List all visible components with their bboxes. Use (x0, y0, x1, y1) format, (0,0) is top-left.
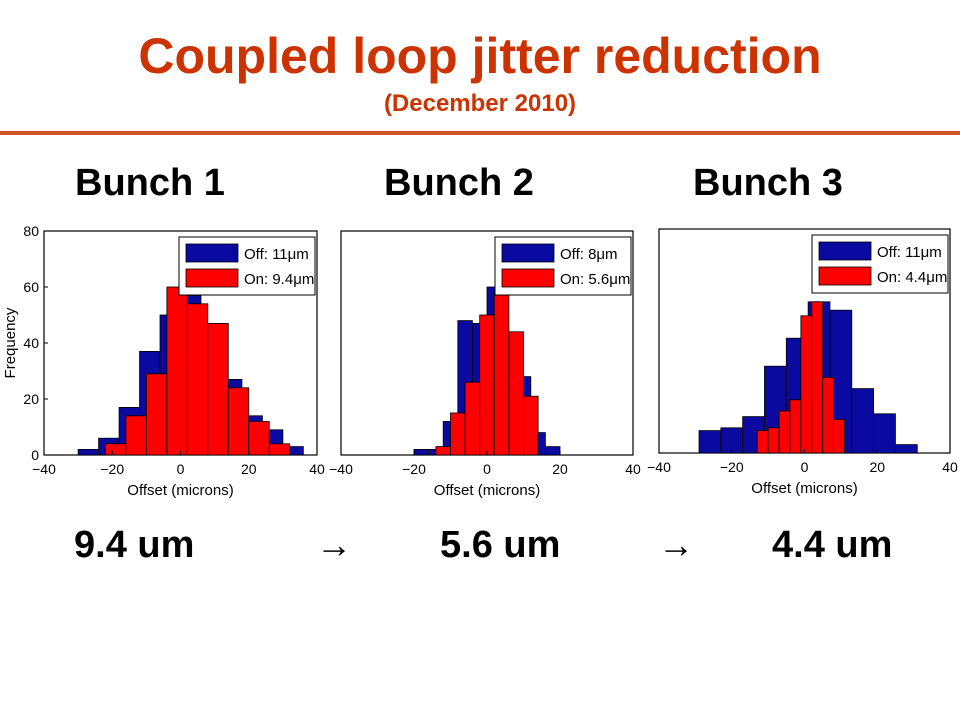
legend-entry: On: 4.4μm (877, 269, 947, 286)
x-tick-label: −20 (402, 461, 426, 477)
on-bar (822, 376, 835, 454)
x-tick-label: −40 (647, 459, 671, 475)
on-bar (493, 292, 510, 456)
y-tick-label: 0 (31, 447, 39, 463)
x-tick-label: 0 (177, 461, 185, 477)
x-axis-label: Offset (microns) (127, 482, 233, 499)
off-bar (698, 430, 722, 454)
on-bar (811, 301, 824, 454)
on-bar (756, 430, 769, 454)
x-axis-label: Offset (microns) (751, 480, 857, 497)
legend-entry: Off: 8μm (560, 246, 618, 263)
on-bar (227, 387, 250, 456)
y-axis-label: Frequency (2, 307, 19, 378)
on-bar (186, 303, 209, 456)
bunch-3-jitter: 4.4 um (772, 524, 893, 566)
x-tick-label: 20 (241, 461, 257, 477)
x-tick-label: 0 (483, 461, 491, 477)
legend-entry: On: 9.4μm (244, 271, 314, 288)
on-bar (778, 410, 791, 454)
on-bar (268, 443, 291, 456)
legend-entry: Off: 11μm (877, 244, 942, 261)
on-bar (248, 420, 270, 456)
on-bar (450, 412, 466, 456)
y-tick-label: 80 (23, 223, 39, 239)
legend-swatch (501, 268, 555, 288)
on-bar (508, 331, 524, 456)
on-bar (767, 427, 780, 454)
title-divider (0, 131, 960, 135)
on-bar (523, 395, 539, 456)
bunch-2-jitter: 5.6 um (440, 524, 561, 566)
x-tick-label: 20 (552, 461, 568, 477)
x-tick-label: −40 (329, 461, 353, 477)
slide-subtitle: (December 2010) (383, 90, 577, 117)
on-bar (207, 322, 229, 456)
x-tick-label: 40 (625, 461, 641, 477)
on-bar (166, 286, 188, 456)
on-bar (800, 315, 813, 454)
off-bar (545, 446, 561, 456)
x-tick-label: −40 (32, 461, 56, 477)
legend-swatch (501, 243, 555, 263)
x-tick-label: 40 (309, 461, 325, 477)
x-tick-label: 0 (801, 459, 809, 475)
bunch-1-label: Bunch 1 (75, 162, 225, 204)
y-tick-label: 40 (23, 335, 39, 351)
on-bar (435, 446, 451, 456)
on-bar (145, 373, 168, 456)
on-bar (464, 381, 481, 456)
off-bar (873, 413, 896, 454)
on-bar (105, 443, 127, 456)
x-tick-label: 40 (942, 459, 958, 475)
on-bar (125, 415, 147, 456)
off-bar (851, 388, 875, 454)
bunch-3-label: Bunch 3 (693, 162, 843, 204)
arrow-icon: → (658, 524, 694, 565)
x-tick-label: −20 (720, 459, 744, 475)
bunch-1-jitter: 9.4 um (74, 524, 195, 566)
off-bar (413, 448, 430, 456)
legend-swatch (185, 268, 239, 288)
y-tick-label: 20 (23, 391, 39, 407)
legend-entry: Off: 11μm (244, 246, 309, 263)
x-tick-label: −20 (100, 461, 124, 477)
off-bar (77, 448, 100, 456)
legend-swatch (818, 241, 872, 261)
on-bar (479, 314, 495, 456)
on-bar (789, 399, 802, 454)
on-bar (833, 418, 845, 454)
legend-entry: On: 5.6μm (560, 271, 630, 288)
legend-swatch (818, 266, 872, 286)
arrow-icon: → (316, 524, 352, 565)
y-tick-label: 60 (23, 279, 39, 295)
off-bar (895, 444, 918, 454)
x-tick-label: 20 (869, 459, 885, 475)
legend-swatch (185, 243, 239, 263)
slide-title: Coupled loop jitter reduction (138, 28, 822, 84)
bunch-2-label: Bunch 2 (384, 162, 534, 204)
x-axis-label: Offset (microns) (434, 482, 540, 499)
